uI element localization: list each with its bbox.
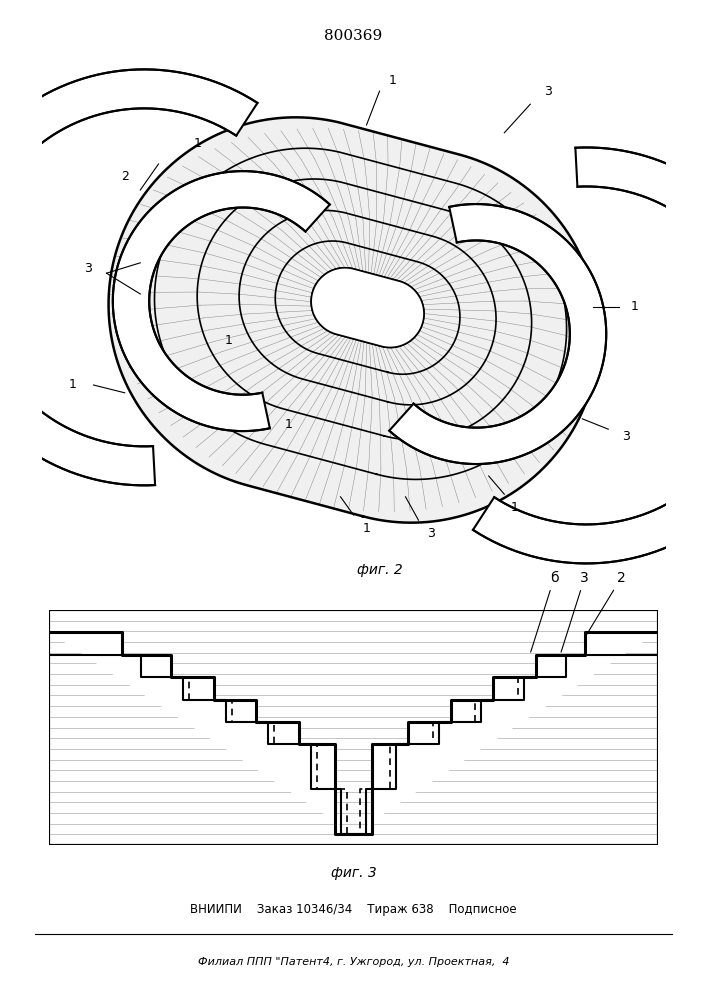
Text: 1: 1: [389, 74, 397, 87]
Text: 3: 3: [623, 430, 631, 444]
Text: ВНИИПИ    Заказ 10346/34    Тираж 638    Подписное: ВНИИПИ Заказ 10346/34 Тираж 638 Подписно…: [190, 904, 517, 916]
Polygon shape: [311, 268, 424, 347]
Text: 1: 1: [284, 418, 293, 430]
Text: фиг. 2: фиг. 2: [356, 563, 402, 577]
Polygon shape: [275, 241, 460, 374]
Polygon shape: [0, 69, 257, 485]
Text: 2: 2: [121, 170, 129, 184]
Polygon shape: [473, 147, 707, 563]
Polygon shape: [113, 171, 329, 431]
Text: 1: 1: [631, 300, 638, 314]
Text: 3: 3: [428, 527, 436, 540]
Polygon shape: [109, 117, 598, 523]
Text: 1: 1: [363, 522, 370, 534]
Text: фиг. 3: фиг. 3: [331, 866, 376, 880]
Text: 2: 2: [586, 571, 626, 636]
Polygon shape: [390, 204, 606, 464]
Text: Филиал ППП "Патент4, г. Ужгород, ул. Проектная,  4: Филиал ППП "Патент4, г. Ужгород, ул. Про…: [198, 957, 509, 967]
Text: 1: 1: [510, 501, 519, 514]
Text: 3: 3: [84, 261, 92, 274]
Text: 800369: 800369: [325, 29, 382, 43]
Polygon shape: [239, 210, 496, 405]
Text: б: б: [531, 571, 559, 652]
Text: 1: 1: [69, 378, 76, 391]
Text: 3: 3: [561, 571, 589, 652]
Text: 3: 3: [544, 85, 552, 98]
Text: 1: 1: [225, 334, 233, 347]
Polygon shape: [197, 179, 532, 440]
Polygon shape: [155, 148, 566, 479]
Text: 1: 1: [194, 137, 201, 150]
Polygon shape: [49, 632, 658, 834]
